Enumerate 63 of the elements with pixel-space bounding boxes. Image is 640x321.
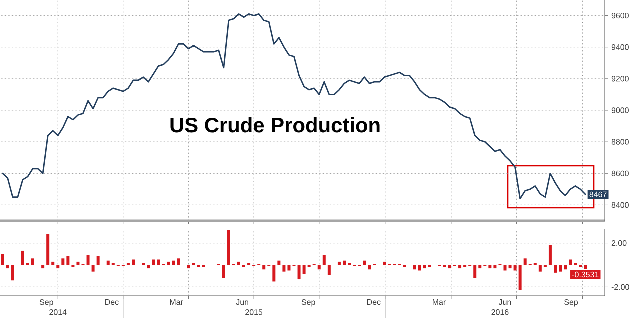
bar: [322, 255, 326, 266]
bar: [172, 260, 176, 266]
bar: [504, 265, 507, 271]
bar: [52, 262, 55, 266]
bar: [342, 260, 346, 266]
bar: [6, 265, 10, 269]
bar: [86, 255, 90, 266]
bar: [538, 265, 542, 272]
bar: [92, 265, 95, 272]
bar: [11, 265, 14, 281]
bar: [298, 265, 301, 280]
bar: [363, 260, 366, 266]
bar: [508, 265, 512, 269]
bar: [368, 265, 372, 270]
bar: [177, 258, 180, 266]
bar: [132, 260, 135, 266]
bar: [62, 258, 65, 266]
bar: [282, 265, 286, 272]
bar: [318, 265, 321, 270]
bar: [548, 245, 552, 266]
bar: [66, 256, 70, 266]
bar: [514, 265, 517, 271]
bar: [56, 265, 60, 269]
text: US Crude Production: [170, 117, 380, 133]
bar: [1, 254, 4, 266]
bar: [262, 265, 266, 270]
bar: [383, 262, 386, 266]
bar: [32, 258, 35, 266]
bar: [518, 265, 522, 291]
bar: [46, 234, 50, 266]
bar: [272, 265, 276, 282]
bar: [338, 262, 341, 266]
bar: [559, 265, 562, 272]
bar: [187, 265, 190, 269]
bar: [278, 260, 281, 266]
bar: [106, 260, 110, 266]
bar: [423, 265, 426, 269]
bar: [569, 260, 572, 266]
bar: [227, 230, 230, 266]
bar: [222, 265, 226, 278]
bar: [302, 265, 306, 274]
bar: [413, 265, 416, 270]
bar: [237, 262, 240, 266]
bar: [448, 265, 452, 269]
bar: [76, 262, 80, 266]
bar: [21, 250, 24, 266]
bar: [167, 262, 170, 266]
bar: [328, 265, 331, 276]
bar: [474, 265, 477, 278]
bar: [478, 265, 482, 269]
bar: [418, 265, 422, 271]
bar: [494, 265, 497, 269]
bar: [42, 265, 45, 269]
bar: [524, 258, 527, 266]
bar: [96, 256, 100, 266]
bar: [152, 260, 156, 266]
bar: [564, 265, 568, 270]
bar: [157, 260, 160, 266]
bar: [554, 265, 557, 273]
bar: [488, 265, 492, 269]
bar: [147, 265, 150, 269]
bar: [458, 265, 462, 269]
bar: [288, 265, 291, 271]
